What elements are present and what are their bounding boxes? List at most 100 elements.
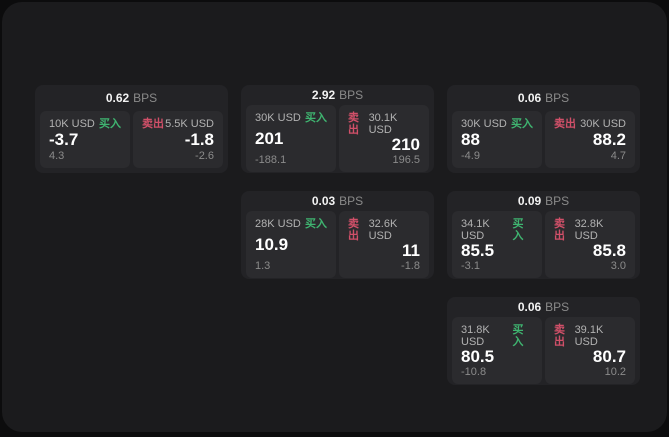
sell-amount: 32.6K USD xyxy=(368,218,398,242)
sell-price: 11 xyxy=(402,241,420,260)
quote-cards-grid: 0.62 BPS 10K USD 买入 -3.7 4.3 卖出 5.5K USD… xyxy=(35,85,640,385)
quote-panels: 30K USD 买入 88 -4.9 卖出 30K USD 88.2 4.7 xyxy=(447,108,640,173)
buy-price: 88 xyxy=(461,130,480,149)
bps-value: 0.03 xyxy=(311,194,336,208)
sell-price: 210 xyxy=(391,135,420,154)
sell-quote-tile[interactable]: 卖出 30K USD 88.2 4.7 xyxy=(545,111,635,168)
sell-price: 80.7 xyxy=(592,347,626,366)
buy-delta: -3.1 xyxy=(461,260,480,272)
buy-delta: 1.3 xyxy=(255,260,271,272)
sell-amount: 30.1K USD xyxy=(368,112,398,136)
buy-amount: 28K USD xyxy=(255,218,301,230)
buy-quote-tile[interactable]: 30K USD 买入 88 -4.9 xyxy=(452,111,542,168)
buy-delta: -10.8 xyxy=(461,366,487,378)
buy-quote-tile[interactable]: 34.1K USD 买入 85.5 -3.1 xyxy=(452,211,542,278)
buy-side-label: 买入 xyxy=(305,112,327,124)
sell-quote-tile[interactable]: 卖出 30.1K USD 210 196.5 xyxy=(339,105,429,172)
bps-unit: BPS xyxy=(133,91,158,105)
buy-tile-header: 30K USD 买入 xyxy=(461,118,533,130)
sell-side-label: 卖出 xyxy=(554,218,565,242)
quote-panels: 30K USD 买入 201 -188.1 卖出 30.1K USD 210 1… xyxy=(241,102,434,173)
buy-tile-header: 31.8K USD 买入 xyxy=(461,324,533,348)
sell-delta: 196.5 xyxy=(392,154,420,166)
bps-value: 0.62 xyxy=(105,91,130,105)
buy-quote-tile[interactable]: 28K USD 买入 10.9 1.3 xyxy=(246,211,336,278)
buy-tile-header: 28K USD 买入 xyxy=(255,218,327,230)
bps-unit: BPS xyxy=(545,91,570,105)
bps-unit: BPS xyxy=(339,88,364,102)
app-window: 0.62 BPS 10K USD 买入 -3.7 4.3 卖出 5.5K USD… xyxy=(2,2,667,432)
sell-quote-tile[interactable]: 卖出 39.1K USD 80.7 10.2 xyxy=(545,317,635,384)
sell-price: 88.2 xyxy=(592,130,626,149)
sell-quote-tile[interactable]: 卖出 32.8K USD 85.8 3.0 xyxy=(545,211,635,278)
buy-side-label: 买入 xyxy=(512,324,524,348)
buy-price: 85.5 xyxy=(461,241,495,260)
sell-delta: -2.6 xyxy=(195,150,214,162)
card-header: 2.92 BPS xyxy=(241,85,434,102)
buy-quote-tile[interactable]: 30K USD 买入 201 -188.1 xyxy=(246,105,336,172)
sell-tile-header: 卖出 39.1K USD xyxy=(554,324,626,348)
sell-delta: 3.0 xyxy=(610,260,626,272)
card-header: 0.62 BPS xyxy=(35,85,228,108)
sell-tile-header: 卖出 30K USD xyxy=(554,118,626,130)
bps-value: 0.06 xyxy=(517,91,542,105)
sell-side-label: 卖出 xyxy=(348,112,359,136)
buy-amount: 10K USD xyxy=(49,118,95,130)
buy-price: 10.9 xyxy=(255,235,289,254)
buy-quote-tile[interactable]: 10K USD 买入 -3.7 4.3 xyxy=(40,111,130,168)
buy-amount: 31.8K USD xyxy=(461,324,490,348)
buy-quote-tile[interactable]: 31.8K USD 买入 80.5 -10.8 xyxy=(452,317,542,384)
sell-tile-header: 卖出 32.8K USD xyxy=(554,218,626,242)
buy-price: 80.5 xyxy=(461,347,495,366)
sell-amount: 39.1K USD xyxy=(574,324,604,348)
card-header: 0.06 BPS xyxy=(447,297,640,314)
buy-delta: -188.1 xyxy=(255,154,287,166)
sell-side-label: 卖出 xyxy=(142,118,164,130)
sell-tile-header: 卖出 30.1K USD xyxy=(348,112,420,136)
buy-tile-header: 10K USD 买入 xyxy=(49,118,121,130)
quote-panels: 31.8K USD 买入 80.5 -10.8 卖出 39.1K USD 80.… xyxy=(447,314,640,385)
sell-side-label: 卖出 xyxy=(348,218,359,242)
quote-card: 0.06 BPS 30K USD 买入 88 -4.9 卖出 30K USD 8… xyxy=(447,85,640,173)
quote-card: 0.09 BPS 34.1K USD 买入 85.5 -3.1 卖出 32.8K… xyxy=(447,191,640,279)
buy-tile-header: 30K USD 买入 xyxy=(255,112,327,124)
sell-tile-header: 卖出 32.6K USD xyxy=(348,218,420,242)
buy-price: -3.7 xyxy=(49,130,79,149)
sell-side-label: 卖出 xyxy=(554,324,565,348)
sell-amount: 32.8K USD xyxy=(574,218,604,242)
sell-quote-tile[interactable]: 卖出 5.5K USD -1.8 -2.6 xyxy=(133,111,223,168)
card-header: 0.09 BPS xyxy=(447,191,640,208)
bps-unit: BPS xyxy=(339,194,364,208)
quote-card: 0.06 BPS 31.8K USD 买入 80.5 -10.8 卖出 39.1… xyxy=(447,297,640,385)
buy-delta: -4.9 xyxy=(461,150,480,162)
buy-delta: 4.3 xyxy=(49,150,65,162)
quote-panels: 34.1K USD 买入 85.5 -3.1 卖出 32.8K USD 85.8… xyxy=(447,208,640,279)
bps-unit: BPS xyxy=(545,194,570,208)
sell-amount: 30K USD xyxy=(580,118,626,130)
buy-amount: 30K USD xyxy=(461,118,507,130)
buy-amount: 30K USD xyxy=(255,112,301,124)
quote-panels: 10K USD 买入 -3.7 4.3 卖出 5.5K USD -1.8 -2.… xyxy=(35,108,228,173)
quote-panels: 28K USD 买入 10.9 1.3 卖出 32.6K USD 11 -1.8 xyxy=(241,208,434,279)
sell-tile-header: 卖出 5.5K USD xyxy=(142,118,214,130)
bps-value: 2.92 xyxy=(311,88,336,102)
quote-card: 2.92 BPS 30K USD 买入 201 -188.1 卖出 30.1K … xyxy=(241,85,434,173)
bps-unit: BPS xyxy=(545,300,570,314)
buy-side-label: 买入 xyxy=(99,118,121,130)
buy-price: 201 xyxy=(255,129,284,148)
sell-amount: 5.5K USD xyxy=(165,118,214,130)
sell-quote-tile[interactable]: 卖出 32.6K USD 11 -1.8 xyxy=(339,211,429,278)
sell-price: 85.8 xyxy=(592,241,626,260)
quote-card: 0.03 BPS 28K USD 买入 10.9 1.3 卖出 32.6K US… xyxy=(241,191,434,279)
bps-value: 0.06 xyxy=(517,300,542,314)
buy-side-label: 买入 xyxy=(511,118,533,130)
quote-card: 0.62 BPS 10K USD 买入 -3.7 4.3 卖出 5.5K USD… xyxy=(35,85,228,173)
sell-delta: 4.7 xyxy=(610,150,626,162)
sell-delta: 10.2 xyxy=(604,366,626,378)
buy-side-label: 买入 xyxy=(512,218,524,242)
bps-value: 0.09 xyxy=(517,194,542,208)
sell-price: -1.8 xyxy=(184,130,214,149)
card-header: 0.06 BPS xyxy=(447,85,640,108)
buy-tile-header: 34.1K USD 买入 xyxy=(461,218,533,242)
buy-amount: 34.1K USD xyxy=(461,218,490,242)
